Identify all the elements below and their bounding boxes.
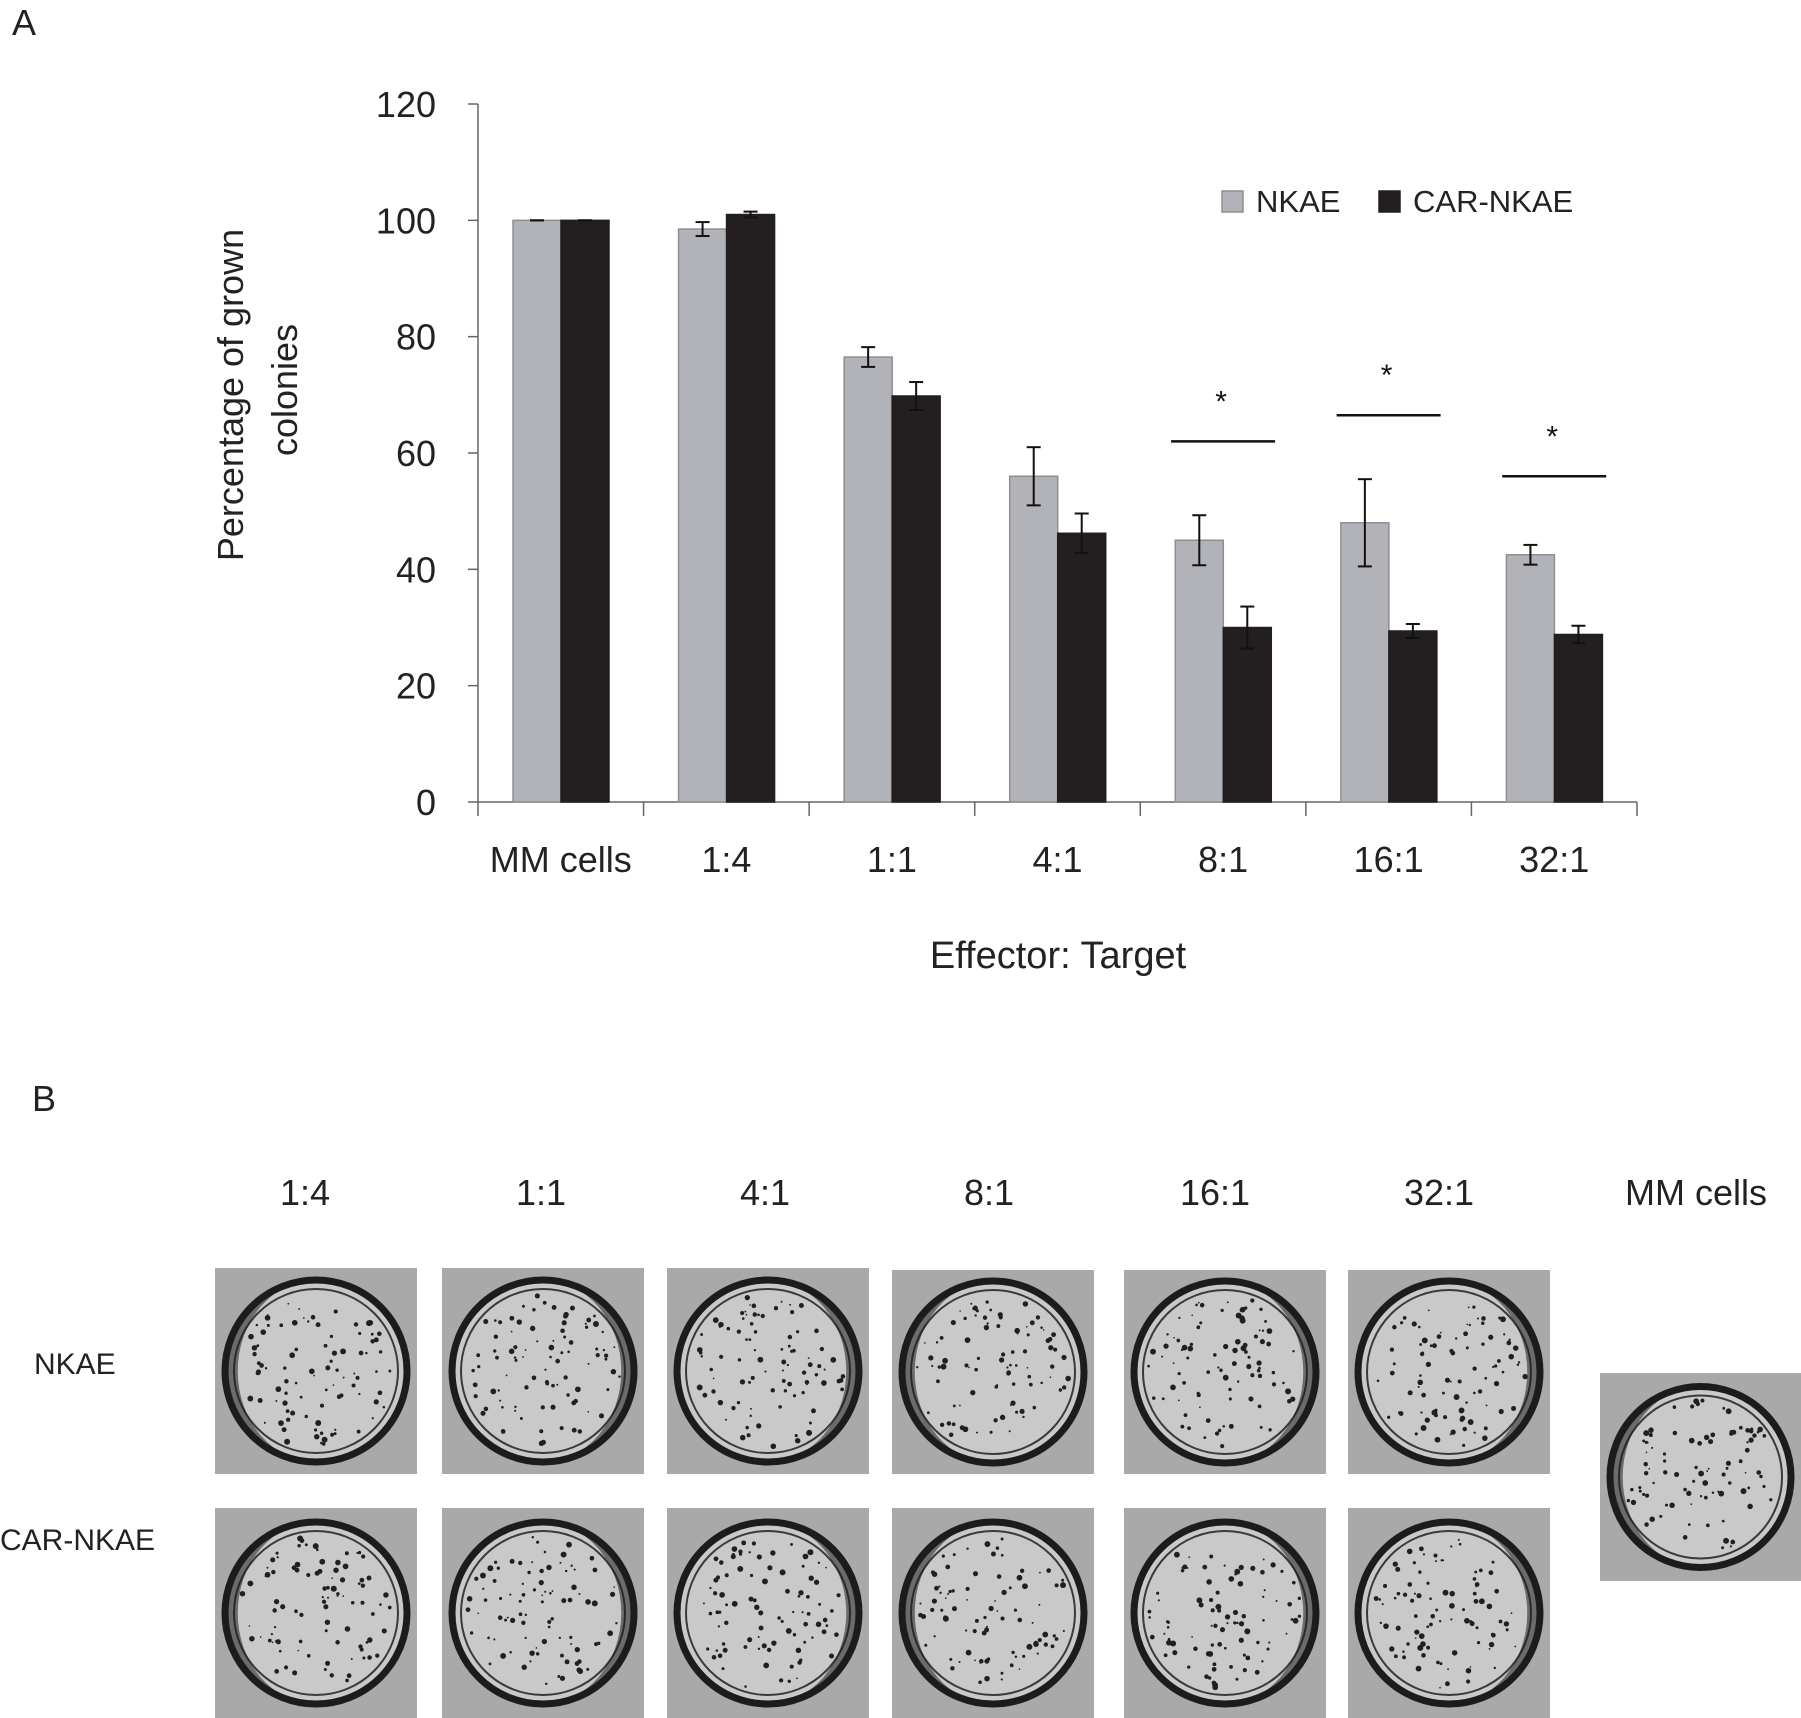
colony-plate-image	[1600, 1373, 1801, 1581]
bar-nkae	[1174, 539, 1225, 803]
plate-column-label: 4:1	[739, 1172, 791, 1213]
x-tick-label: MM cells	[490, 839, 632, 880]
bar-nkae	[843, 356, 893, 803]
plate-column-label: 8:1	[963, 1172, 1015, 1213]
bar-car-nkae	[725, 213, 776, 803]
y-tick-label: 60	[396, 433, 436, 474]
bar-nkae	[1505, 554, 1556, 803]
bar-car-nkae	[1056, 532, 1107, 803]
plate-column-label: 1:1	[515, 1172, 567, 1213]
legend-swatch	[1378, 190, 1401, 213]
bar-chart: 0 20 40 60 80 100 120 MM cells 1:4 1:1 4:1 8:1 16:1 3…	[210, 84, 1638, 977]
x-axis-title: Effector: Target	[930, 935, 1187, 977]
x-tick-label: 16:1	[1354, 839, 1424, 880]
colony-plate-image	[215, 1268, 417, 1474]
bar-car-nkae	[891, 395, 941, 803]
legend-swatch	[1221, 190, 1244, 213]
significance-label: *	[1546, 420, 1558, 453]
plate-column-label: MM cells	[1625, 1172, 1767, 1213]
bar-nkae	[677, 228, 728, 803]
y-tick-label: 40	[396, 549, 436, 590]
colony-plate-image	[1124, 1270, 1326, 1474]
colony-plate-image	[892, 1508, 1094, 1718]
legend-label: CAR-NKAE	[1413, 184, 1573, 219]
colony-plate-image	[215, 1508, 417, 1718]
plate-column-label: 16:1	[1179, 1172, 1251, 1213]
colony-plate-image	[667, 1268, 869, 1474]
legend-label: NKAE	[1256, 184, 1340, 219]
colony-plate-image	[892, 1270, 1094, 1474]
significance-label: *	[1381, 359, 1393, 392]
colony-plate-image	[667, 1508, 869, 1718]
x-tick-label: 8:1	[1198, 839, 1248, 880]
significance-label: *	[1215, 385, 1227, 418]
plate-column-label: 1:4	[279, 1172, 331, 1213]
y-tick-label: 100	[376, 200, 436, 241]
y-tick-label: 20	[396, 666, 436, 707]
bar-car-nkae	[1553, 633, 1604, 803]
x-tick-label: 1:4	[701, 839, 751, 880]
y-tick-label: 120	[376, 84, 436, 125]
x-tick-label: 4:1	[1032, 839, 1082, 880]
x-tick-label: 1:1	[867, 839, 917, 880]
panel-a-label: A	[12, 2, 37, 43]
y-axis-title: Percentage of grown	[210, 229, 251, 561]
plate-column-label: 32:1	[1403, 1172, 1475, 1213]
colony-plate-image	[442, 1268, 644, 1474]
colony-plate-image	[442, 1508, 644, 1718]
bar-car-nkae	[1222, 626, 1273, 803]
bar-nkae	[1008, 475, 1059, 803]
bar-car-nkae	[1388, 630, 1438, 803]
plate-row-label-nkae: NKAE	[34, 1348, 116, 1381]
y-tick-label: 80	[396, 317, 436, 358]
y-tick-label: 0	[416, 782, 436, 823]
colony-plate-image	[1348, 1270, 1550, 1474]
bar-nkae	[512, 219, 562, 803]
colony-plate-image	[1124, 1508, 1326, 1718]
y-axis-title: colonies	[264, 324, 305, 456]
colony-plate-image	[1348, 1508, 1550, 1718]
x-tick-label: 32:1	[1519, 839, 1589, 880]
panel-b-label: B	[32, 1078, 57, 1119]
bar-car-nkae	[560, 219, 610, 803]
plate-row-label-car-nkae: CAR-NKAE	[0, 1524, 156, 1557]
